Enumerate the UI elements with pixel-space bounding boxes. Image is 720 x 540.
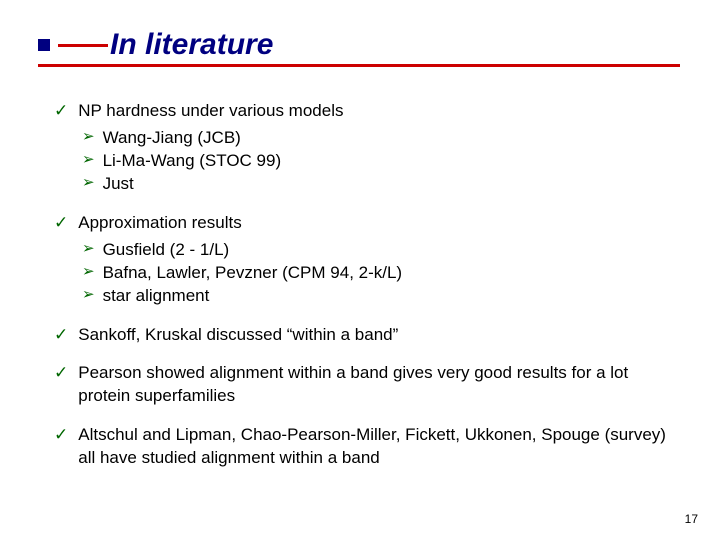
check-icon: ✓ bbox=[54, 324, 68, 347]
bullet-text: Approximation results bbox=[78, 212, 672, 235]
list-item: ✓ Pearson showed alignment within a band… bbox=[54, 362, 672, 408]
sub-list-item: ➢ Li-Ma-Wang (STOC 99) bbox=[82, 150, 672, 173]
list-item: ✓ Approximation results bbox=[54, 212, 672, 235]
sub-list-item: ➢ Just bbox=[82, 173, 672, 196]
check-icon: ✓ bbox=[54, 100, 68, 123]
check-icon: ✓ bbox=[54, 424, 68, 447]
sub-text: Just bbox=[103, 173, 134, 196]
title-dash-icon bbox=[58, 44, 108, 47]
sub-text: star alignment bbox=[103, 285, 210, 308]
bullet-group: ✓ NP hardness under various models ➢ Wan… bbox=[54, 100, 672, 196]
bullet-text: NP hardness under various models bbox=[78, 100, 672, 123]
bullet-group: ✓ Pearson showed alignment within a band… bbox=[54, 362, 672, 408]
bullet-group: ✓ Altschul and Lipman, Chao-Pearson-Mill… bbox=[54, 424, 672, 470]
bullet-group: ✓ Approximation results ➢ Gusfield (2 - … bbox=[54, 212, 672, 308]
sub-text: Li-Ma-Wang (STOC 99) bbox=[103, 150, 282, 173]
sub-list-item: ➢ Bafna, Lawler, Pevzner (CPM 94, 2-k/L) bbox=[82, 262, 672, 285]
slide-title: In literature bbox=[110, 28, 273, 62]
sub-list-item: ➢ Gusfield (2 - 1/L) bbox=[82, 239, 672, 262]
sub-text: Wang-Jiang (JCB) bbox=[103, 127, 241, 150]
arrow-icon: ➢ bbox=[82, 127, 95, 147]
check-icon: ✓ bbox=[54, 362, 68, 385]
sub-text: Gusfield (2 - 1/L) bbox=[103, 239, 230, 262]
title-line: In literature bbox=[38, 28, 680, 62]
arrow-icon: ➢ bbox=[82, 285, 95, 305]
arrow-icon: ➢ bbox=[82, 262, 95, 282]
sub-list-item: ➢ star alignment bbox=[82, 285, 672, 308]
bullet-text: Pearson showed alignment within a band g… bbox=[78, 362, 672, 408]
title-underline bbox=[38, 64, 680, 67]
list-item: ✓ Sankoff, Kruskal discussed “within a b… bbox=[54, 324, 672, 347]
page-number: 17 bbox=[685, 512, 698, 526]
arrow-icon: ➢ bbox=[82, 150, 95, 170]
list-item: ✓ Altschul and Lipman, Chao-Pearson-Mill… bbox=[54, 424, 672, 470]
sub-list-item: ➢ Wang-Jiang (JCB) bbox=[82, 127, 672, 150]
arrow-icon: ➢ bbox=[82, 239, 95, 259]
bullet-text: Altschul and Lipman, Chao-Pearson-Miller… bbox=[78, 424, 672, 470]
check-icon: ✓ bbox=[54, 212, 68, 235]
title-square-icon bbox=[38, 39, 50, 51]
bullet-group: ✓ Sankoff, Kruskal discussed “within a b… bbox=[54, 324, 672, 347]
arrow-icon: ➢ bbox=[82, 173, 95, 193]
list-item: ✓ NP hardness under various models bbox=[54, 100, 672, 123]
slide-content: ✓ NP hardness under various models ➢ Wan… bbox=[54, 100, 672, 486]
sub-text: Bafna, Lawler, Pevzner (CPM 94, 2-k/L) bbox=[103, 262, 403, 285]
slide-title-block: In literature bbox=[38, 28, 680, 67]
bullet-text: Sankoff, Kruskal discussed “within a ban… bbox=[78, 324, 672, 347]
